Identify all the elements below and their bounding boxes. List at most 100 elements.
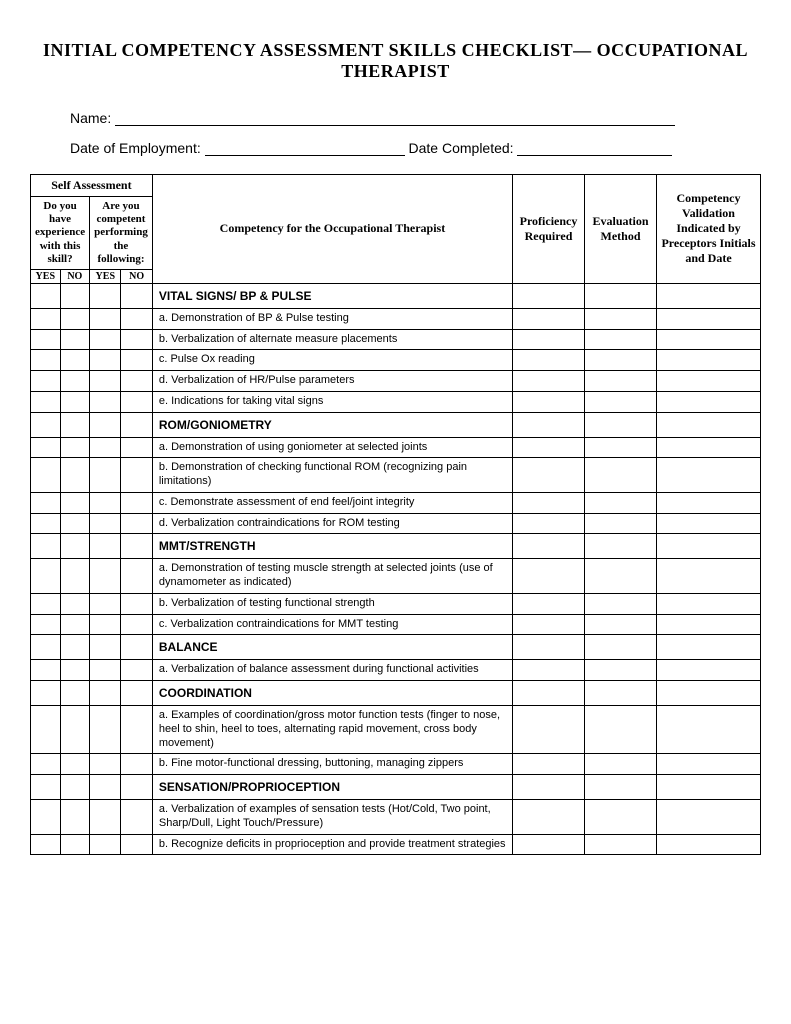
checkbox-cell[interactable] (31, 412, 61, 437)
checkbox-cell[interactable] (90, 681, 121, 706)
checkbox-cell[interactable] (60, 559, 90, 594)
checkbox-cell[interactable] (90, 391, 121, 412)
evaluation-cell[interactable] (585, 681, 657, 706)
checkbox-cell[interactable] (60, 706, 90, 754)
checkbox-cell[interactable] (60, 350, 90, 371)
validation-cell[interactable] (657, 754, 761, 775)
checkbox-cell[interactable] (31, 283, 61, 308)
evaluation-cell[interactable] (585, 800, 657, 835)
checkbox-cell[interactable] (31, 308, 61, 329)
checkbox-cell[interactable] (121, 775, 152, 800)
evaluation-cell[interactable] (585, 458, 657, 493)
validation-cell[interactable] (657, 706, 761, 754)
evaluation-cell[interactable] (585, 371, 657, 392)
checkbox-cell[interactable] (90, 775, 121, 800)
checkbox-cell[interactable] (31, 754, 61, 775)
checkbox-cell[interactable] (90, 329, 121, 350)
dc-line[interactable] (517, 142, 672, 156)
checkbox-cell[interactable] (90, 308, 121, 329)
validation-cell[interactable] (657, 437, 761, 458)
checkbox-cell[interactable] (60, 513, 90, 534)
validation-cell[interactable] (657, 614, 761, 635)
proficiency-cell[interactable] (513, 458, 585, 493)
evaluation-cell[interactable] (585, 614, 657, 635)
checkbox-cell[interactable] (90, 412, 121, 437)
proficiency-cell[interactable] (513, 412, 585, 437)
validation-cell[interactable] (657, 559, 761, 594)
proficiency-cell[interactable] (513, 614, 585, 635)
evaluation-cell[interactable] (585, 754, 657, 775)
validation-cell[interactable] (657, 350, 761, 371)
checkbox-cell[interactable] (121, 412, 152, 437)
evaluation-cell[interactable] (585, 534, 657, 559)
checkbox-cell[interactable] (121, 706, 152, 754)
validation-cell[interactable] (657, 391, 761, 412)
checkbox-cell[interactable] (121, 534, 152, 559)
checkbox-cell[interactable] (121, 593, 152, 614)
proficiency-cell[interactable] (513, 391, 585, 412)
checkbox-cell[interactable] (90, 534, 121, 559)
checkbox-cell[interactable] (90, 283, 121, 308)
checkbox-cell[interactable] (60, 534, 90, 559)
proficiency-cell[interactable] (513, 559, 585, 594)
evaluation-cell[interactable] (585, 283, 657, 308)
checkbox-cell[interactable] (60, 283, 90, 308)
checkbox-cell[interactable] (121, 283, 152, 308)
proficiency-cell[interactable] (513, 492, 585, 513)
checkbox-cell[interactable] (31, 800, 61, 835)
checkbox-cell[interactable] (60, 371, 90, 392)
checkbox-cell[interactable] (90, 492, 121, 513)
checkbox-cell[interactable] (90, 458, 121, 493)
proficiency-cell[interactable] (513, 308, 585, 329)
checkbox-cell[interactable] (121, 458, 152, 493)
checkbox-cell[interactable] (31, 681, 61, 706)
checkbox-cell[interactable] (31, 635, 61, 660)
checkbox-cell[interactable] (31, 559, 61, 594)
checkbox-cell[interactable] (60, 437, 90, 458)
evaluation-cell[interactable] (585, 593, 657, 614)
checkbox-cell[interactable] (31, 458, 61, 493)
validation-cell[interactable] (657, 681, 761, 706)
evaluation-cell[interactable] (585, 706, 657, 754)
evaluation-cell[interactable] (585, 492, 657, 513)
checkbox-cell[interactable] (60, 614, 90, 635)
proficiency-cell[interactable] (513, 513, 585, 534)
checkbox-cell[interactable] (121, 513, 152, 534)
checkbox-cell[interactable] (121, 308, 152, 329)
checkbox-cell[interactable] (31, 329, 61, 350)
checkbox-cell[interactable] (60, 800, 90, 835)
proficiency-cell[interactable] (513, 371, 585, 392)
checkbox-cell[interactable] (121, 834, 152, 855)
checkbox-cell[interactable] (60, 391, 90, 412)
checkbox-cell[interactable] (60, 754, 90, 775)
validation-cell[interactable] (657, 660, 761, 681)
checkbox-cell[interactable] (60, 492, 90, 513)
checkbox-cell[interactable] (60, 308, 90, 329)
evaluation-cell[interactable] (585, 437, 657, 458)
checkbox-cell[interactable] (90, 593, 121, 614)
checkbox-cell[interactable] (90, 706, 121, 754)
checkbox-cell[interactable] (121, 635, 152, 660)
checkbox-cell[interactable] (60, 458, 90, 493)
validation-cell[interactable] (657, 593, 761, 614)
checkbox-cell[interactable] (121, 371, 152, 392)
evaluation-cell[interactable] (585, 513, 657, 534)
validation-cell[interactable] (657, 775, 761, 800)
name-line[interactable] (115, 112, 675, 126)
proficiency-cell[interactable] (513, 754, 585, 775)
checkbox-cell[interactable] (90, 437, 121, 458)
proficiency-cell[interactable] (513, 775, 585, 800)
proficiency-cell[interactable] (513, 660, 585, 681)
checkbox-cell[interactable] (90, 660, 121, 681)
checkbox-cell[interactable] (121, 754, 152, 775)
checkbox-cell[interactable] (90, 635, 121, 660)
validation-cell[interactable] (657, 635, 761, 660)
checkbox-cell[interactable] (121, 800, 152, 835)
evaluation-cell[interactable] (585, 834, 657, 855)
evaluation-cell[interactable] (585, 329, 657, 350)
proficiency-cell[interactable] (513, 593, 585, 614)
validation-cell[interactable] (657, 534, 761, 559)
proficiency-cell[interactable] (513, 329, 585, 350)
proficiency-cell[interactable] (513, 834, 585, 855)
proficiency-cell[interactable] (513, 350, 585, 371)
